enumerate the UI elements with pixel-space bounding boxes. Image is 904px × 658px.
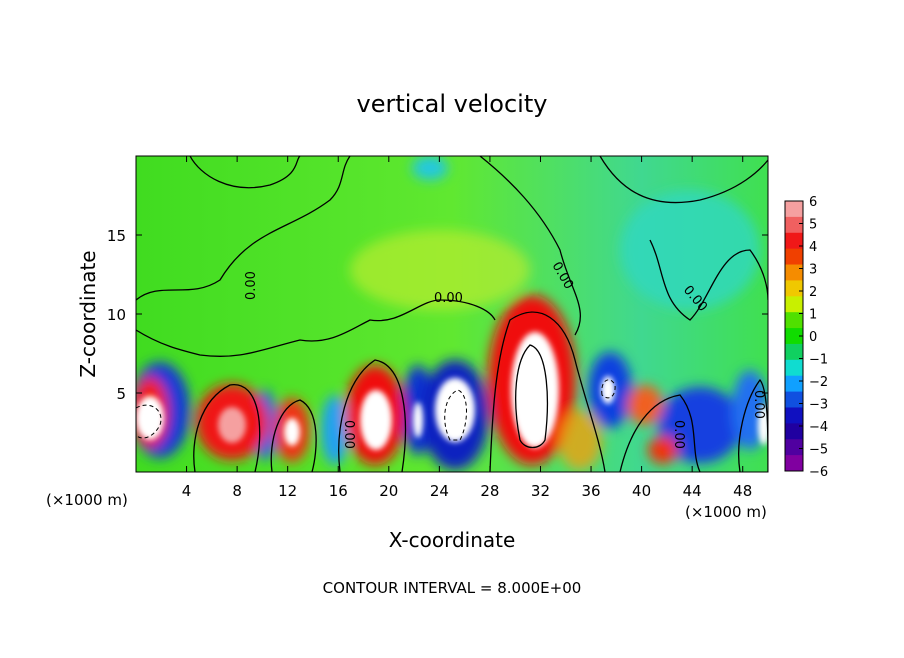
downdraft-core-4: [413, 402, 423, 438]
updraft-core-2: [218, 407, 246, 443]
colorbar-tick-label: −5: [809, 443, 828, 458]
x-tick-label: 8: [232, 482, 242, 500]
downdraft-core-6: [601, 376, 615, 404]
colorbar-swatch: [785, 391, 803, 408]
colorbar-tick-label: −6: [809, 465, 828, 480]
dashed-contour-left: [136, 404, 162, 439]
colorbar-tick-label: 6: [809, 195, 817, 210]
colorbar-swatch: [785, 264, 803, 281]
dashed-contour-right: [601, 379, 616, 399]
colorbar-swatch: [785, 232, 803, 250]
colorbar-swatch: [785, 201, 803, 218]
zero-contour-cell-1: [193, 384, 261, 472]
colorbar-tick-label: 4: [809, 240, 817, 255]
colorbar-tick-label: 0: [809, 330, 817, 345]
x-tick-label: 12: [278, 482, 297, 500]
colorbar-swatch: [785, 312, 803, 329]
contour-interval-text: CONTOUR INTERVAL = 8.000E+00: [323, 579, 582, 597]
updraft-orange-1: [558, 410, 602, 470]
upper-yellow-region: [350, 230, 530, 310]
y-tick-label: 5: [116, 385, 126, 403]
colorbar-tick-label: 3: [809, 263, 817, 278]
zero-contour-cell-5: [619, 394, 701, 472]
plot-area: 0.00 0.00 0.00 0.00 0.00 0.00 0.00: [135, 155, 769, 473]
top-cyan-spot: [412, 156, 448, 180]
colorbar-swatch: [785, 455, 803, 472]
colorbar-tick-label: −3: [809, 398, 828, 413]
x-tick-label: 44: [683, 482, 702, 500]
colorbar: 6 5 4 3 2 1 0 −1 −2 −3 −4 −5 −6: [784, 195, 828, 480]
field-cores: [136, 332, 768, 450]
x-tick-label: 32: [531, 482, 550, 500]
x-tick-label: 28: [480, 482, 499, 500]
colorbar-tick-label: 2: [809, 285, 817, 300]
zero-contour-right-tall: [649, 239, 768, 321]
colorbar-tick-label: 5: [809, 218, 817, 233]
chart-title: vertical velocity: [357, 90, 548, 118]
contour-label-1: 0.00: [244, 271, 259, 300]
x-axis-label: X-coordinate: [389, 528, 516, 552]
colorbar-swatch: [785, 216, 803, 234]
colorbar-swatch: [785, 248, 803, 266]
colorbar-tick-label: −4: [809, 420, 828, 435]
upper-right-cyan-region: [620, 190, 760, 310]
updraft-core-3: [284, 418, 300, 446]
dashed-contour-downdraft: [444, 389, 467, 441]
zero-contour-cell-3: [338, 359, 407, 472]
x-tick-label: 4: [182, 482, 192, 500]
updraft-red-7: [648, 436, 678, 464]
colorbar-swatch: [785, 407, 803, 424]
colorbar-tick-label: −1: [809, 353, 828, 368]
colorbar-swatch: [785, 375, 803, 393]
colorbar-tick-label: 1: [809, 308, 817, 323]
colorbar-tick-label: −2: [809, 375, 828, 390]
x-tick-label: 36: [581, 482, 600, 500]
zero-contours: [136, 156, 768, 472]
x-tick-label: 24: [430, 482, 449, 500]
x-axis: 4 8 12 16 20 24 28 32 36 40 44 48: [182, 156, 752, 500]
updraft-red-6: [627, 385, 663, 425]
zero-contour-middle-tall: [479, 156, 581, 336]
colorbar-swatch: [785, 328, 803, 345]
zero-contour-upper-left: [189, 156, 301, 189]
zero-contour-cell-4: [489, 311, 606, 472]
y-tick-label: 15: [107, 227, 126, 245]
negative-contours: [136, 379, 616, 441]
x-tick-label: 20: [379, 482, 398, 500]
x-tick-label: 16: [329, 482, 348, 500]
y-tick-label: 10: [107, 306, 126, 324]
y-axis: 5 10 15: [107, 227, 768, 403]
colorbar-swatch: [785, 280, 803, 297]
updraft-core-1: [136, 396, 164, 440]
zero-contour-lower-band: [136, 299, 496, 357]
zero-contour-upper-right: [599, 156, 768, 204]
x-tick-label: 40: [632, 482, 651, 500]
contour-label-4: 0.00: [341, 420, 356, 449]
contour-label-7: 0.00: [751, 390, 766, 419]
downdraft-core-5: [435, 378, 475, 442]
zero-contour-left-tall: [136, 156, 351, 301]
colorbar-swatch: [785, 359, 803, 377]
x-tick-label: 48: [733, 482, 752, 500]
downdraft-blue-7: [658, 387, 742, 463]
updraft-core-8: [758, 405, 768, 445]
x-unit-left: (×1000 m): [46, 491, 128, 509]
downdraft-blue-3: [321, 395, 349, 465]
colorbar-swatch: [785, 439, 803, 456]
colorbar-swatch: [785, 423, 803, 440]
colorbar-swatch: [785, 296, 803, 313]
updraft-core-4: [360, 390, 392, 450]
contour-label-6: 0.00: [671, 420, 686, 449]
zero-contour-updraft-core: [515, 344, 548, 449]
y-axis-label: Z-coordinate: [76, 250, 100, 377]
x-unit-right: (×1000 m): [685, 503, 767, 521]
colorbar-swatch: [785, 343, 803, 361]
zero-contour-cell-2: [270, 399, 317, 472]
contour-label-2: 0.00: [434, 291, 463, 306]
